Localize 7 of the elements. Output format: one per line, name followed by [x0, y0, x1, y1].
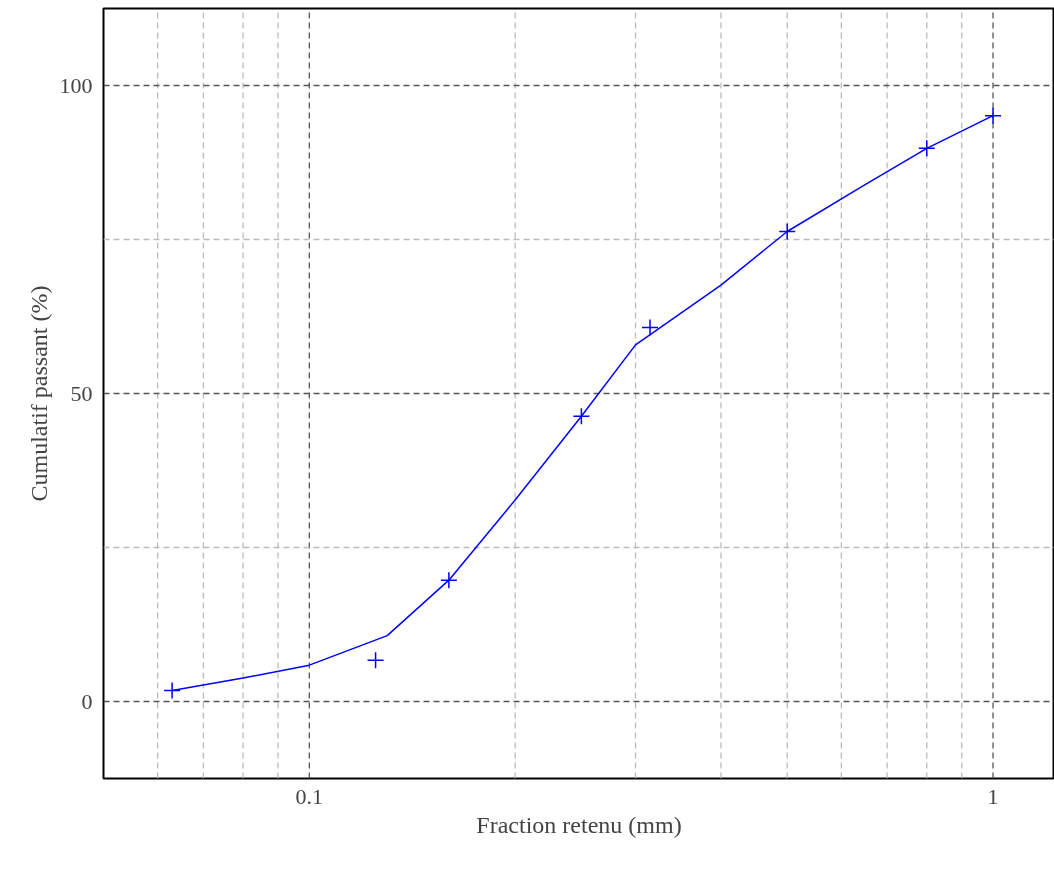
- x-tick-label: 1: [987, 783, 999, 809]
- y-tick-label: 0: [81, 688, 93, 714]
- y-tick-label: 50: [70, 380, 93, 406]
- y-axis-title: Cumulatif passant (%): [25, 285, 52, 502]
- x-axis-title: Fraction retenu (mm): [476, 811, 682, 838]
- x-tick-label: 0.1: [295, 783, 324, 809]
- y-tick-label: 100: [59, 72, 93, 98]
